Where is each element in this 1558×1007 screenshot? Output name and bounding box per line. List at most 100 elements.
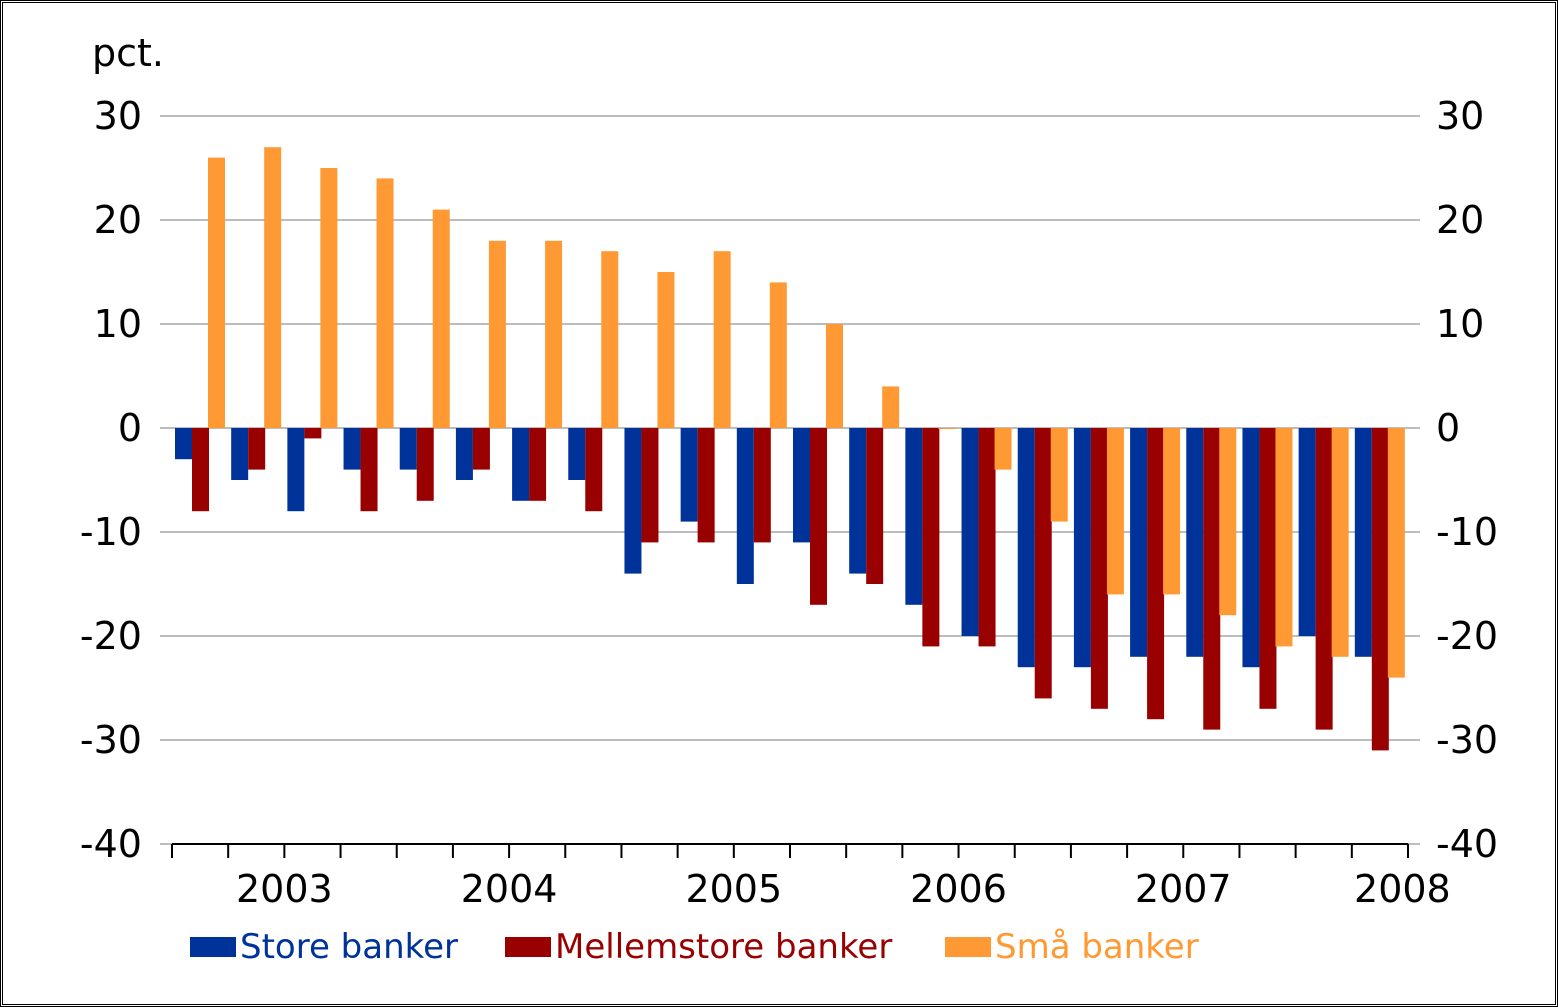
bar-sm-banker	[1387, 428, 1405, 678]
bar-mellemstore-banker	[641, 428, 659, 543]
y-tick-label: -30	[80, 718, 142, 762]
secondary-y-tick-label: 10	[1436, 302, 1484, 346]
bar-sm-banker	[1106, 428, 1124, 595]
legend-swatch	[505, 937, 551, 957]
bar-sm-banker	[264, 147, 282, 428]
legend-label: Små banker	[995, 927, 1199, 967]
bar-store-banker	[399, 428, 417, 470]
bar-store-banker	[1017, 428, 1035, 668]
bar-store-banker	[175, 428, 192, 460]
secondary-y-tick-label: 30	[1436, 94, 1484, 138]
bar-mellemstore-banker	[416, 428, 434, 501]
bar-mellemstore-banker	[192, 428, 209, 512]
bar-store-banker	[1242, 428, 1260, 668]
bar-sm-banker	[1331, 428, 1349, 657]
secondary-y-tick-label: 0	[1436, 406, 1460, 450]
bar-store-banker	[231, 428, 249, 480]
secondary-y-tick-label: -30	[1436, 718, 1498, 762]
y-tick-label: 0	[118, 406, 142, 450]
bar-store-banker	[905, 428, 923, 605]
bar-store-banker	[736, 428, 754, 584]
bar-sm-banker	[1219, 428, 1237, 616]
bar-store-banker	[287, 428, 305, 512]
bar-mellemstore-banker	[978, 428, 996, 647]
bar-mellemstore-banker	[753, 428, 771, 543]
bar-sm-banker	[713, 251, 731, 428]
legend-swatch	[945, 937, 991, 957]
bar-store-banker	[512, 428, 530, 501]
secondary-y-tick-label: -20	[1436, 614, 1498, 658]
bar-mellemstore-banker	[529, 428, 547, 501]
bar-store-banker	[793, 428, 810, 543]
bar-store-banker	[1130, 428, 1148, 657]
bar-mellemstore-banker	[697, 428, 715, 543]
bar-sm-banker	[1163, 428, 1181, 595]
x-tick-label: 2006	[910, 867, 1007, 911]
axes: -40 -30 -20 -10 0 10 20 30 -40 -30 -20 -10 0 10 20 30 20…	[80, 94, 1498, 911]
bar-store-banker	[961, 428, 979, 636]
legend-label: Store banker	[240, 927, 458, 967]
bar-store-banker	[1186, 428, 1204, 657]
bar-mellemstore-banker	[304, 428, 322, 439]
bar-sm-banker	[769, 282, 787, 428]
bar-store-banker	[343, 428, 361, 470]
bar-store-banker	[1073, 428, 1091, 668]
bar-store-banker	[1354, 428, 1372, 657]
bar-sm-banker	[994, 428, 1012, 470]
bar-sm-banker	[432, 209, 450, 428]
bar-sm-banker	[826, 324, 843, 428]
bar-sm-banker	[657, 272, 675, 428]
bar-mellemstore-banker	[1259, 428, 1277, 709]
bar-sm-banker	[208, 157, 225, 428]
bar-mellemstore-banker	[1203, 428, 1221, 730]
x-tick-label: 2008	[1354, 867, 1451, 911]
legend-label: Mellemstore banker	[555, 927, 892, 967]
bar-store-banker	[455, 428, 473, 480]
y-tick-label: -40	[80, 822, 142, 866]
secondary-y-tick-label: 20	[1436, 198, 1484, 242]
bar-sm-banker	[1275, 428, 1293, 647]
bar-mellemstore-banker	[1034, 428, 1052, 699]
bar-sm-banker	[882, 386, 900, 428]
bar-sm-banker	[601, 251, 619, 428]
bar-store-banker	[624, 428, 642, 574]
bar-sm-banker	[938, 428, 956, 429]
bar-mellemstore-banker	[1090, 428, 1108, 709]
y-tick-label: 10	[94, 302, 142, 346]
bar-sm-banker	[488, 240, 506, 428]
bars	[175, 147, 1405, 751]
bar-store-banker	[1298, 428, 1316, 636]
y-axis-unit-label: pct.	[92, 31, 164, 75]
bar-store-banker	[568, 428, 586, 480]
bar-mellemstore-banker	[248, 428, 266, 470]
bar-mellemstore-banker	[1315, 428, 1333, 730]
x-tick-label: 2003	[236, 867, 333, 911]
bar-mellemstore-banker	[922, 428, 940, 647]
x-tick-label: 2005	[685, 867, 782, 911]
bar-mellemstore-banker	[866, 428, 884, 584]
bar-sm-banker	[376, 178, 394, 428]
bar-mellemstore-banker	[585, 428, 603, 512]
bar-sm-banker	[320, 168, 338, 428]
bar-mellemstore-banker	[360, 428, 378, 512]
legend-swatch	[190, 937, 236, 957]
bar-mellemstore-banker	[472, 428, 490, 470]
secondary-y-tick-label: -10	[1436, 510, 1498, 554]
bar-mellemstore-banker	[810, 428, 827, 605]
y-tick-label: -10	[80, 510, 142, 554]
x-tick-label: 2004	[461, 867, 558, 911]
legend: Store banker Mellemstore banker Små banker	[190, 927, 1199, 967]
x-tick-label: 2007	[1135, 867, 1232, 911]
bar-mellemstore-banker	[1147, 428, 1165, 720]
y-tick-label: 30	[94, 94, 142, 138]
y-tick-label: -20	[80, 614, 142, 658]
bar-sm-banker	[1050, 428, 1068, 522]
y-tick-label: 20	[94, 198, 142, 242]
secondary-y-tick-label: -40	[1436, 822, 1498, 866]
bar-sm-banker	[545, 240, 563, 428]
bar-mellemstore-banker	[1371, 428, 1389, 751]
bar-store-banker	[849, 428, 867, 574]
bar-store-banker	[680, 428, 698, 522]
